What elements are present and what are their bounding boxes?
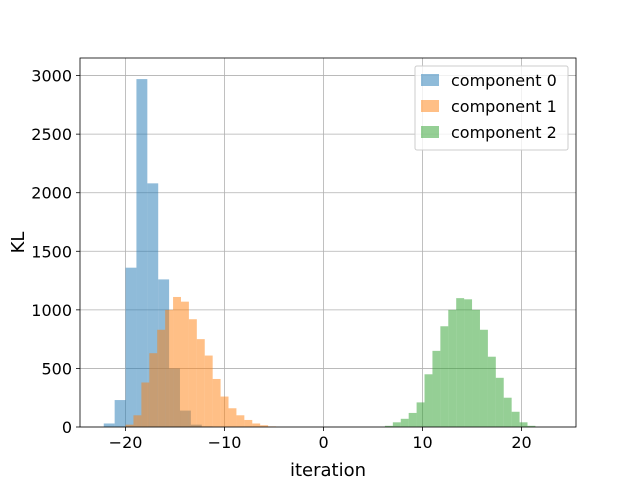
histogram-bar [511, 411, 520, 427]
histogram-bar [503, 397, 512, 427]
histogram-bar [527, 425, 536, 427]
y-tick-label: 3000 [31, 67, 72, 86]
x-tick-label: −10 [208, 433, 242, 452]
legend: component 0 component 1 component 2 [414, 65, 569, 151]
histogram-bar [260, 425, 269, 427]
histogram-bar [236, 415, 245, 427]
x-tick-label: 10 [412, 433, 432, 452]
histogram-bar [188, 319, 197, 427]
histogram-bar [204, 355, 213, 427]
histogram-bar [157, 329, 166, 427]
legend-swatch [421, 100, 439, 112]
histogram-bar [196, 339, 205, 427]
y-tick-label: 0 [62, 418, 72, 437]
ticks: −20 −10 0 10 20 0 500 1000 1500 2000 2500 3000 [31, 67, 531, 452]
histogram-bar [424, 374, 433, 427]
histogram-bar [400, 418, 409, 427]
series-2 [384, 298, 536, 427]
y-tick-label: 500 [41, 359, 72, 378]
x-axis-label: iteration [290, 460, 366, 480]
histogram-bar [125, 424, 134, 427]
histogram-bar [173, 296, 181, 427]
legend-box [414, 65, 569, 151]
axes [79, 57, 577, 428]
histogram-bar [220, 396, 229, 427]
histogram-bar [136, 79, 148, 427]
histogram-bar [392, 422, 401, 427]
legend-label: component 0 [451, 71, 557, 90]
histogram-bar [456, 298, 465, 427]
x-tick-label: −20 [109, 433, 143, 452]
legend-swatch [421, 126, 439, 138]
histogram-bar [448, 309, 457, 427]
histogram-bar [416, 402, 425, 427]
legend-label: component 1 [451, 97, 557, 116]
legend-swatch [421, 74, 439, 86]
histogram-bar [384, 425, 393, 427]
histogram-bar [252, 423, 261, 427]
histogram-bar [479, 329, 488, 427]
histogram-bar [408, 412, 417, 427]
histogram-bar [472, 309, 480, 427]
histogram-bar [114, 400, 126, 427]
y-axis-label: KL [8, 232, 29, 254]
histogram-bar [440, 326, 449, 427]
histogram-bar [147, 183, 159, 427]
histogram-bar [180, 301, 189, 427]
histogram-bar [244, 419, 253, 427]
histogram-bar [103, 423, 115, 427]
y-tick-label: 1500 [31, 242, 72, 261]
x-tick-label: 20 [511, 433, 531, 452]
histogram-bar [212, 378, 221, 427]
legend-label: component 2 [451, 123, 557, 142]
y-tick-label: 1000 [31, 301, 72, 320]
series-1 [125, 296, 277, 427]
histogram-bar [464, 299, 473, 427]
histogram-bar [149, 353, 158, 427]
histogram-bar [141, 382, 150, 427]
histogram-bar [165, 309, 174, 427]
y-tick-label: 2500 [31, 125, 72, 144]
y-tick-label: 2000 [31, 184, 72, 203]
axes-frame [79, 57, 577, 428]
histogram-bar [432, 350, 441, 427]
histogram-bar [487, 356, 496, 427]
histogram-bar [495, 377, 504, 427]
histogram-bar [519, 422, 528, 427]
histogram-bar [228, 408, 237, 427]
x-tick-label: 0 [318, 433, 328, 452]
histogram-bar [125, 267, 137, 427]
bars [103, 79, 536, 427]
histogram-bar [133, 415, 142, 427]
